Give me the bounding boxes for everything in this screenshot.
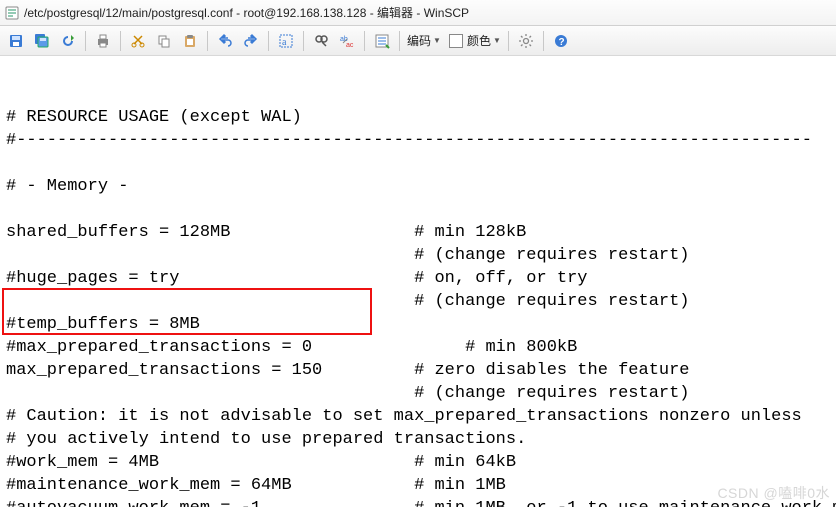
select-all-button[interactable]: a	[274, 29, 298, 53]
editor-line	[6, 198, 830, 221]
watermark-text: CSDN @嗑啡0水	[717, 483, 830, 503]
separator	[508, 31, 509, 51]
editor-line: #max_prepared_transactions = 0 # min 800…	[6, 336, 830, 359]
editor-line: max_prepared_transactions = 150 # zero d…	[6, 359, 830, 382]
title-bar: /etc/postgresql/12/main/postgresql.conf …	[0, 0, 836, 26]
chevron-down-icon: ▼	[433, 36, 441, 45]
copy-button[interactable]	[152, 29, 176, 53]
separator	[207, 31, 208, 51]
editor-line	[6, 152, 830, 175]
find-button[interactable]	[309, 29, 333, 53]
separator	[364, 31, 365, 51]
print-button[interactable]	[91, 29, 115, 53]
editor-line: #autovacuum_work_mem = -1 # min 1MB, or …	[6, 497, 830, 507]
redo-button[interactable]	[239, 29, 263, 53]
svg-text:ac: ac	[346, 42, 354, 49]
undo-button[interactable]	[213, 29, 237, 53]
separator	[399, 31, 400, 51]
separator	[303, 31, 304, 51]
editor-line: #work_mem = 4MB # min 64kB	[6, 451, 830, 474]
separator	[120, 31, 121, 51]
svg-text:a: a	[282, 37, 287, 48]
editor-line: # (change requires restart)	[6, 244, 830, 267]
editor-line: # RESOURCE USAGE (except WAL)	[6, 106, 830, 129]
paste-button[interactable]	[178, 29, 202, 53]
editor-line: shared_buffers = 128MB # min 128kB	[6, 221, 830, 244]
separator	[268, 31, 269, 51]
editor-line: # (change requires restart)	[6, 290, 830, 313]
save-all-button[interactable]	[30, 29, 54, 53]
encoding-dropdown[interactable]: 编码 ▼	[405, 29, 443, 53]
color-dropdown[interactable]: 颜色 ▼	[445, 29, 503, 53]
help-button[interactable]: ?	[549, 29, 573, 53]
editor-line: #huge_pages = try # on, off, or try	[6, 267, 830, 290]
editor-line: # - Memory -	[6, 175, 830, 198]
cut-button[interactable]	[126, 29, 150, 53]
editor-content[interactable]: # RESOURCE USAGE (except WAL)#----------…	[0, 56, 836, 507]
chevron-down-icon: ▼	[493, 36, 501, 45]
editor-line: #temp_buffers = 8MB	[6, 313, 830, 336]
separator	[543, 31, 544, 51]
window-title: /etc/postgresql/12/main/postgresql.conf …	[24, 4, 469, 21]
editor-line: #maintenance_work_mem = 64MB # min 1MB	[6, 474, 830, 497]
color-label: 颜色	[467, 32, 491, 49]
encoding-label: 编码	[407, 32, 431, 49]
replace-button[interactable]: abac	[335, 29, 359, 53]
goto-button[interactable]	[370, 29, 394, 53]
editor-line: # you actively intend to use prepared tr…	[6, 428, 830, 451]
save-button[interactable]	[4, 29, 28, 53]
toolbar: a abac 编码 ▼ 颜色 ▼ ?	[0, 26, 836, 56]
separator	[85, 31, 86, 51]
editor-line: # Caution: it is not advisable to set ma…	[6, 405, 830, 428]
svg-text:?: ?	[558, 37, 564, 48]
app-icon	[4, 5, 20, 21]
reload-button[interactable]	[56, 29, 80, 53]
editor-line: #---------------------------------------…	[6, 129, 830, 152]
editor-line: # (change requires restart)	[6, 382, 830, 405]
color-swatch	[449, 34, 463, 48]
settings-button[interactable]	[514, 29, 538, 53]
